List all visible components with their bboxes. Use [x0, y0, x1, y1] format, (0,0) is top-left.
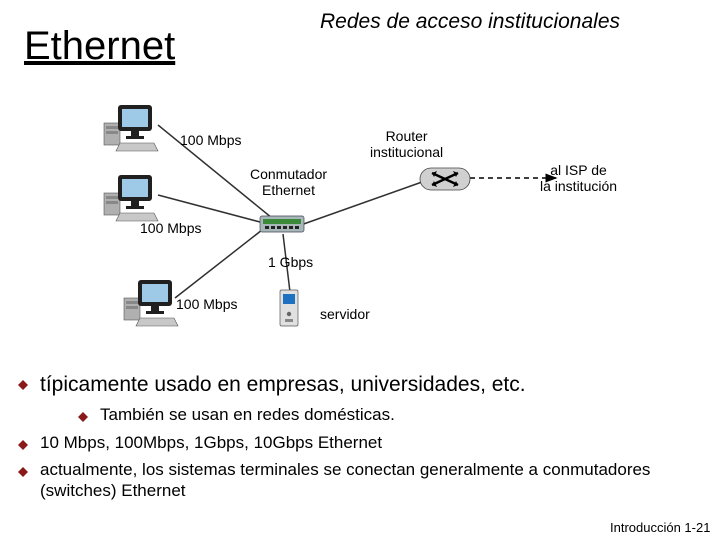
bullet-text: actualmente, los sistemas terminales se … — [40, 459, 698, 502]
bullet-item: actualmente, los sistemas terminales se … — [18, 459, 698, 502]
diagram-label-router: Router institucional — [370, 128, 443, 160]
bullet-text: típicamente usado en empresas, universid… — [40, 372, 526, 398]
bullet-item: 10 Mbps, 100Mbps, 1Gbps, 10Gbps Ethernet — [18, 432, 698, 453]
bullet-diamond-icon — [78, 412, 88, 422]
slide-footer: Introducción 1-21 — [610, 520, 710, 535]
diagram-label-isp: al ISP de la institución — [540, 162, 617, 194]
bullet-text: También se usan en redes domésticas. — [100, 404, 395, 425]
network-diagram — [0, 88, 720, 368]
bullet-diamond-icon — [18, 467, 28, 477]
diagram-label-gbps: 1 Gbps — [268, 254, 313, 270]
bullet-diamond-icon — [18, 380, 28, 390]
bullet-list: típicamente usado en empresas, universid… — [18, 372, 698, 507]
slide-title: Ethernet — [24, 24, 175, 69]
slide-subtitle: Redes de acceso institucionales — [320, 10, 620, 34]
diagram-label-speed2: 100 Mbps — [140, 220, 201, 236]
diagram-label-speed1: 100 Mbps — [180, 132, 241, 148]
bullet-item: También se usan en redes domésticas. — [78, 404, 698, 425]
diagram-label-speed3: 100 Mbps — [176, 296, 237, 312]
bullet-diamond-icon — [18, 440, 28, 450]
bullet-text: 10 Mbps, 100Mbps, 1Gbps, 10Gbps Ethernet — [40, 432, 382, 453]
bullet-item: típicamente usado en empresas, universid… — [18, 372, 698, 398]
diagram-label-switch: Conmutador Ethernet — [250, 166, 327, 198]
diagram-label-server: servidor — [320, 306, 370, 322]
